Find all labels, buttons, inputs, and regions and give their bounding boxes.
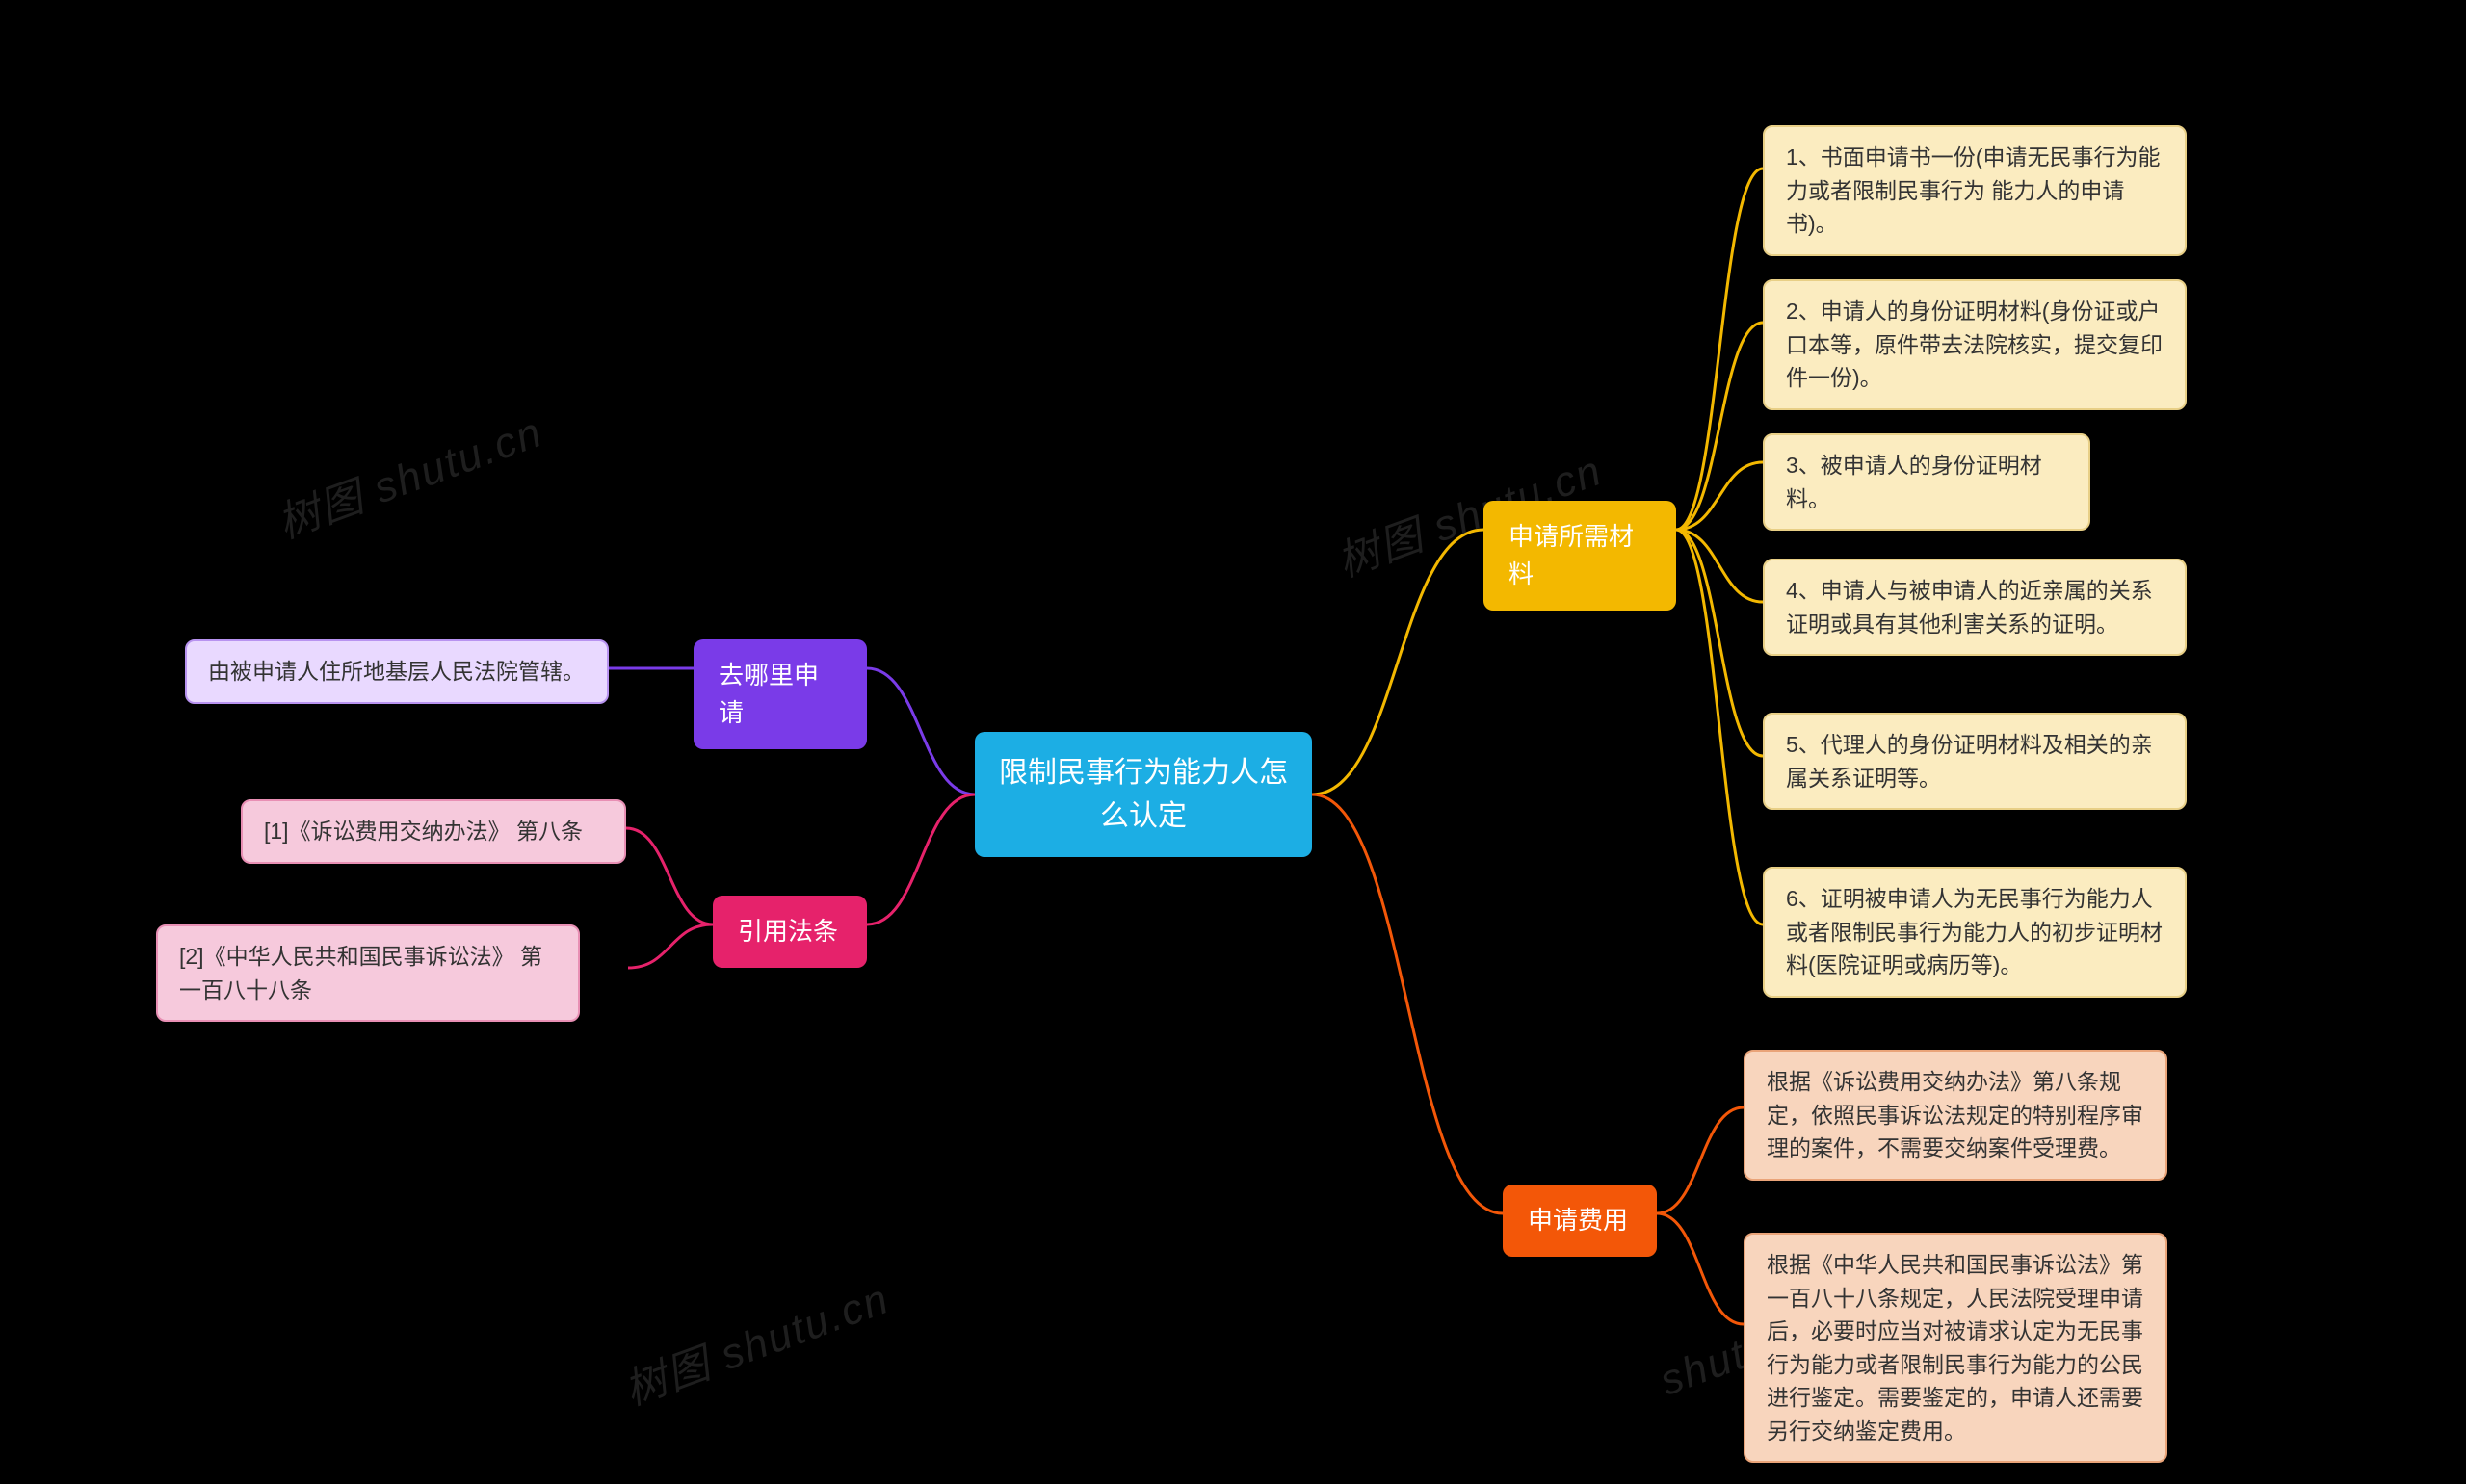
leaf-materials-1: 2、申请人的身份证明材料(身份证或户口本等，原件带去法院核实，提交复印件一份)。: [1763, 279, 2187, 410]
connector: [1657, 1213, 1744, 1324]
leaf-fee-0: 根据《诉讼费用交纳办法》第八条规定，依照民事诉讼法规定的特别程序审理的案件，不需…: [1744, 1050, 2167, 1181]
connector: [1676, 530, 1763, 756]
leaf-materials-4: 5、代理人的身份证明材料及相关的亲属关系证明等。: [1763, 713, 2187, 810]
leaf-fee-1: 根据《中华人民共和国民事诉讼法》第一百八十八条规定，人民法院受理申请后，必要时应…: [1744, 1233, 2167, 1463]
connector: [867, 668, 975, 794]
connector: [1657, 1107, 1744, 1213]
watermark: 树图 shutu.cn: [615, 1264, 897, 1418]
root-node[interactable]: 限制民事行为能力人怎么认定: [975, 732, 1312, 857]
connector: [1676, 169, 1763, 530]
connector: [1676, 323, 1763, 530]
leaf-where-0: 由被申请人住所地基层人民法院管辖。: [185, 639, 609, 704]
leaf-materials-2: 3、被申请人的身份证明材料。: [1763, 433, 2090, 531]
leaf-materials-0: 1、书面申请书一份(申请无民事行为能力或者限制民事行为 能力人的申请书)。: [1763, 125, 2187, 256]
connector: [628, 924, 713, 968]
connector: [1676, 462, 1763, 530]
leaf-materials-3: 4、申请人与被申请人的近亲属的关系证明或具有其他利害关系的证明。: [1763, 559, 2187, 656]
branch-fee[interactable]: 申请费用: [1503, 1185, 1657, 1257]
connector: [1676, 530, 1763, 602]
leaf-law-0: [1]《诉讼费用交纳办法》 第八条: [241, 799, 626, 864]
leaf-law-1: [2]《中华人民共和国民事诉讼法》 第一百八十八条: [156, 924, 580, 1022]
watermark: 树图 shutu.cn: [268, 398, 550, 551]
branch-materials[interactable]: 申请所需材料: [1483, 501, 1676, 611]
branch-law[interactable]: 引用法条: [713, 896, 867, 968]
connector: [626, 828, 713, 924]
connector: [1676, 530, 1763, 924]
branch-where[interactable]: 去哪里申请: [694, 639, 867, 749]
connector: [1312, 794, 1503, 1213]
leaf-materials-5: 6、证明被申请人为无民事行为能力人或者限制民事行为能力人的初步证明材料(医院证明…: [1763, 867, 2187, 998]
connector: [1312, 530, 1483, 794]
connector: [867, 794, 975, 924]
